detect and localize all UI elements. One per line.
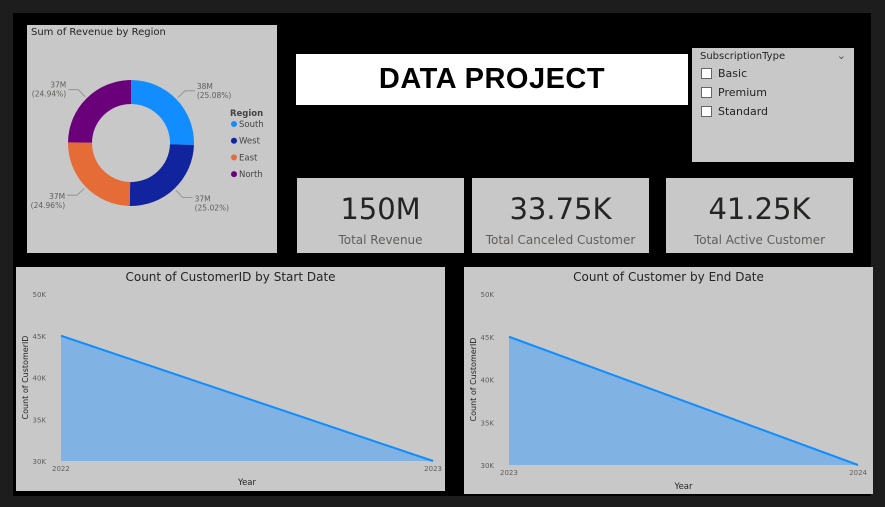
legend-marker bbox=[231, 171, 237, 178]
kpi-total-active-customer[interactable]: 41.25K Total Active Customer bbox=[666, 178, 853, 253]
start-date-chart-card[interactable]: Count of CustomerID by Start Date 30K 35K… bbox=[16, 267, 445, 491]
x-tick-label: 2023 bbox=[500, 469, 518, 477]
slicer-option-premium[interactable]: Premium bbox=[701, 85, 767, 99]
slicer-option-basic[interactable]: Basic bbox=[701, 66, 747, 80]
slicer-option-standard[interactable]: Standard bbox=[701, 104, 768, 118]
chevron-down-icon[interactable]: ⌄ bbox=[836, 49, 846, 62]
checkbox-standard[interactable] bbox=[701, 105, 712, 117]
kpi-value: 150M bbox=[340, 192, 421, 226]
donut-title: Sum of Revenue by Region bbox=[31, 27, 166, 38]
legend-item-east: East bbox=[239, 153, 258, 163]
revenue-by-region-card[interactable]: Sum of Revenue by Region 38M (25.08%) 37M(… bbox=[27, 25, 277, 253]
x-tick-label: 2024 bbox=[849, 469, 867, 477]
y-tick-label: 50K bbox=[481, 291, 495, 299]
slicer-title: SubscriptionType bbox=[700, 51, 786, 62]
y-tick-label: 30K bbox=[33, 458, 47, 466]
subscription-type-slicer[interactable]: SubscriptionType ⌄ Basic Premium Standar… bbox=[692, 48, 854, 162]
y-axis-title: Count of CustomerID bbox=[21, 336, 30, 420]
end-date-chart-card[interactable]: Count of Customer by End Date 30K 35K 40K 4… bbox=[464, 267, 873, 494]
y-tick-label: 30K bbox=[481, 462, 495, 470]
legend-item-west: West bbox=[239, 137, 261, 147]
series-line bbox=[508, 335, 859, 466]
legend-item-north: North bbox=[239, 170, 263, 180]
title-banner: DATA PROJECT bbox=[296, 54, 688, 105]
legend-title: Region bbox=[230, 109, 263, 119]
data-label-value: 38M bbox=[197, 82, 213, 91]
y-axis-title: Count of CustomerID bbox=[469, 338, 478, 422]
data-label-value: 37M bbox=[195, 194, 211, 203]
y-tick-label: 45K bbox=[33, 333, 47, 341]
y-tick-label: 35K bbox=[481, 419, 495, 427]
y-tick-label: 50K bbox=[33, 291, 47, 299]
revenue-donut-chart: 38M(25.08%)37M(25.02%)37M(24.96%)37M(24.… bbox=[31, 80, 264, 212]
chart-title: Count of CustomerID by Start Date bbox=[125, 270, 336, 284]
donut-slice-east bbox=[68, 142, 131, 206]
leader-line bbox=[67, 187, 85, 196]
donut-slice-north bbox=[68, 80, 131, 143]
start-date-area-chart: 30K 35K 40K 45K 50K 2022 2023 Year Count of Cust… bbox=[21, 291, 442, 488]
leader-line bbox=[175, 189, 193, 198]
end-date-area-chart: 30K 35K 40K 45K 50K 2023 2024 Year Count of Cust… bbox=[469, 291, 868, 492]
data-label-percent: (25.02%) bbox=[195, 203, 230, 212]
legend-item-south: South bbox=[239, 120, 264, 130]
donut-slice-west bbox=[129, 144, 194, 206]
data-label-percent: (24.94%) bbox=[32, 90, 67, 99]
kpi-label: Total Active Customer bbox=[693, 233, 826, 247]
leader-line bbox=[68, 89, 86, 98]
y-tick-label: 40K bbox=[481, 377, 495, 385]
data-label-value: 37M bbox=[49, 192, 65, 201]
y-tick-label: 40K bbox=[33, 375, 47, 383]
series-line bbox=[60, 334, 434, 462]
x-tick-label: 2022 bbox=[52, 465, 70, 473]
y-tick-label: 45K bbox=[481, 334, 495, 342]
kpi-total-revenue[interactable]: 150M Total Revenue bbox=[297, 178, 464, 253]
legend-marker bbox=[231, 137, 237, 144]
chart-title: Count of Customer by End Date bbox=[573, 270, 764, 284]
leader-line bbox=[177, 90, 195, 99]
kpi-label: Total Canceled Customer bbox=[485, 233, 636, 247]
x-tick-label: 2023 bbox=[424, 465, 442, 473]
x-axis-title: Year bbox=[674, 482, 694, 492]
data-label-value: 37M bbox=[50, 81, 66, 90]
legend-marker bbox=[231, 154, 237, 161]
slicer-option-label: Basic bbox=[718, 66, 748, 80]
legend-marker bbox=[231, 121, 237, 127]
x-axis-title: Year bbox=[237, 478, 257, 488]
y-tick-label: 35K bbox=[33, 416, 47, 424]
kpi-label: Total Revenue bbox=[338, 233, 423, 247]
donut-slice-south bbox=[131, 80, 194, 145]
data-label-percent: (24.96%) bbox=[31, 201, 66, 210]
kpi-value: 41.25K bbox=[708, 192, 811, 226]
data-label-percent: (25.08%) bbox=[197, 91, 232, 100]
checkbox-premium[interactable] bbox=[701, 86, 712, 98]
slicer-option-label: Standard bbox=[718, 104, 769, 118]
kpi-total-canceled-customer[interactable]: 33.75K Total Canceled Customer bbox=[472, 178, 649, 253]
slicer-option-label: Premium bbox=[718, 85, 767, 99]
kpi-value: 33.75K bbox=[509, 192, 612, 226]
checkbox-basic[interactable] bbox=[701, 67, 712, 79]
banner-title: DATA PROJECT bbox=[378, 63, 606, 95]
